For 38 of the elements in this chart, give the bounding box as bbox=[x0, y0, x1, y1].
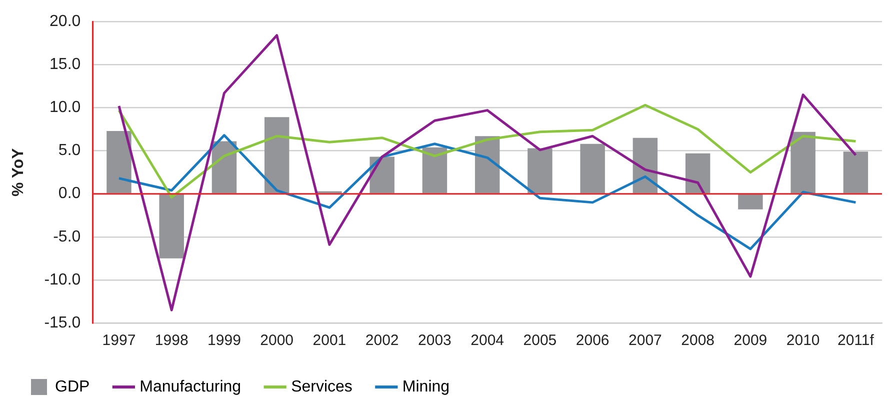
x-tick-label: 1997 bbox=[102, 332, 136, 350]
x-tick-label: 2009 bbox=[734, 332, 768, 350]
x-tick-label: 2007 bbox=[628, 332, 662, 350]
x-tick-label: 2003 bbox=[418, 332, 452, 350]
y-tick-label: 15.0 bbox=[50, 56, 81, 74]
legend-label: Manufacturing bbox=[140, 378, 242, 396]
bar bbox=[580, 144, 605, 194]
legend-label: Services bbox=[291, 378, 352, 396]
legend-label: GDP bbox=[55, 378, 90, 396]
y-tick-label: -5.0 bbox=[53, 228, 81, 246]
y-tick-label: 5.0 bbox=[58, 142, 81, 160]
bar bbox=[685, 153, 710, 194]
x-tick-label: 2002 bbox=[365, 332, 399, 350]
y-tick-label: 0.0 bbox=[58, 185, 81, 202]
bar bbox=[738, 194, 763, 210]
bar bbox=[264, 117, 290, 194]
y-tick-label: -10.0 bbox=[44, 271, 81, 288]
x-tick-label: 1999 bbox=[208, 332, 241, 350]
x-tick-label: 1998 bbox=[154, 332, 188, 350]
bar bbox=[106, 130, 132, 194]
bar bbox=[528, 148, 552, 194]
x-tick-label: 2008 bbox=[681, 332, 715, 350]
bar bbox=[422, 147, 448, 194]
x-tick-label: 2010 bbox=[786, 332, 820, 350]
x-tick-label: 2001 bbox=[312, 332, 346, 350]
bar bbox=[790, 132, 816, 194]
y-tick-label: -15.0 bbox=[44, 314, 81, 332]
y-tick-label: 10.0 bbox=[50, 99, 81, 116]
y-axis-title: % YoY bbox=[10, 148, 28, 196]
y-tick-label: 20.0 bbox=[50, 13, 81, 30]
bar bbox=[843, 152, 868, 194]
x-tick-label: 2004 bbox=[470, 332, 504, 350]
x-tick-label: 2005 bbox=[523, 332, 557, 350]
x-tick-label: 2000 bbox=[260, 332, 294, 350]
x-tick-label: 2011f bbox=[837, 332, 875, 350]
legend-label: Mining bbox=[402, 378, 450, 396]
bar bbox=[159, 194, 184, 258]
x-tick-label: 2006 bbox=[576, 332, 610, 350]
